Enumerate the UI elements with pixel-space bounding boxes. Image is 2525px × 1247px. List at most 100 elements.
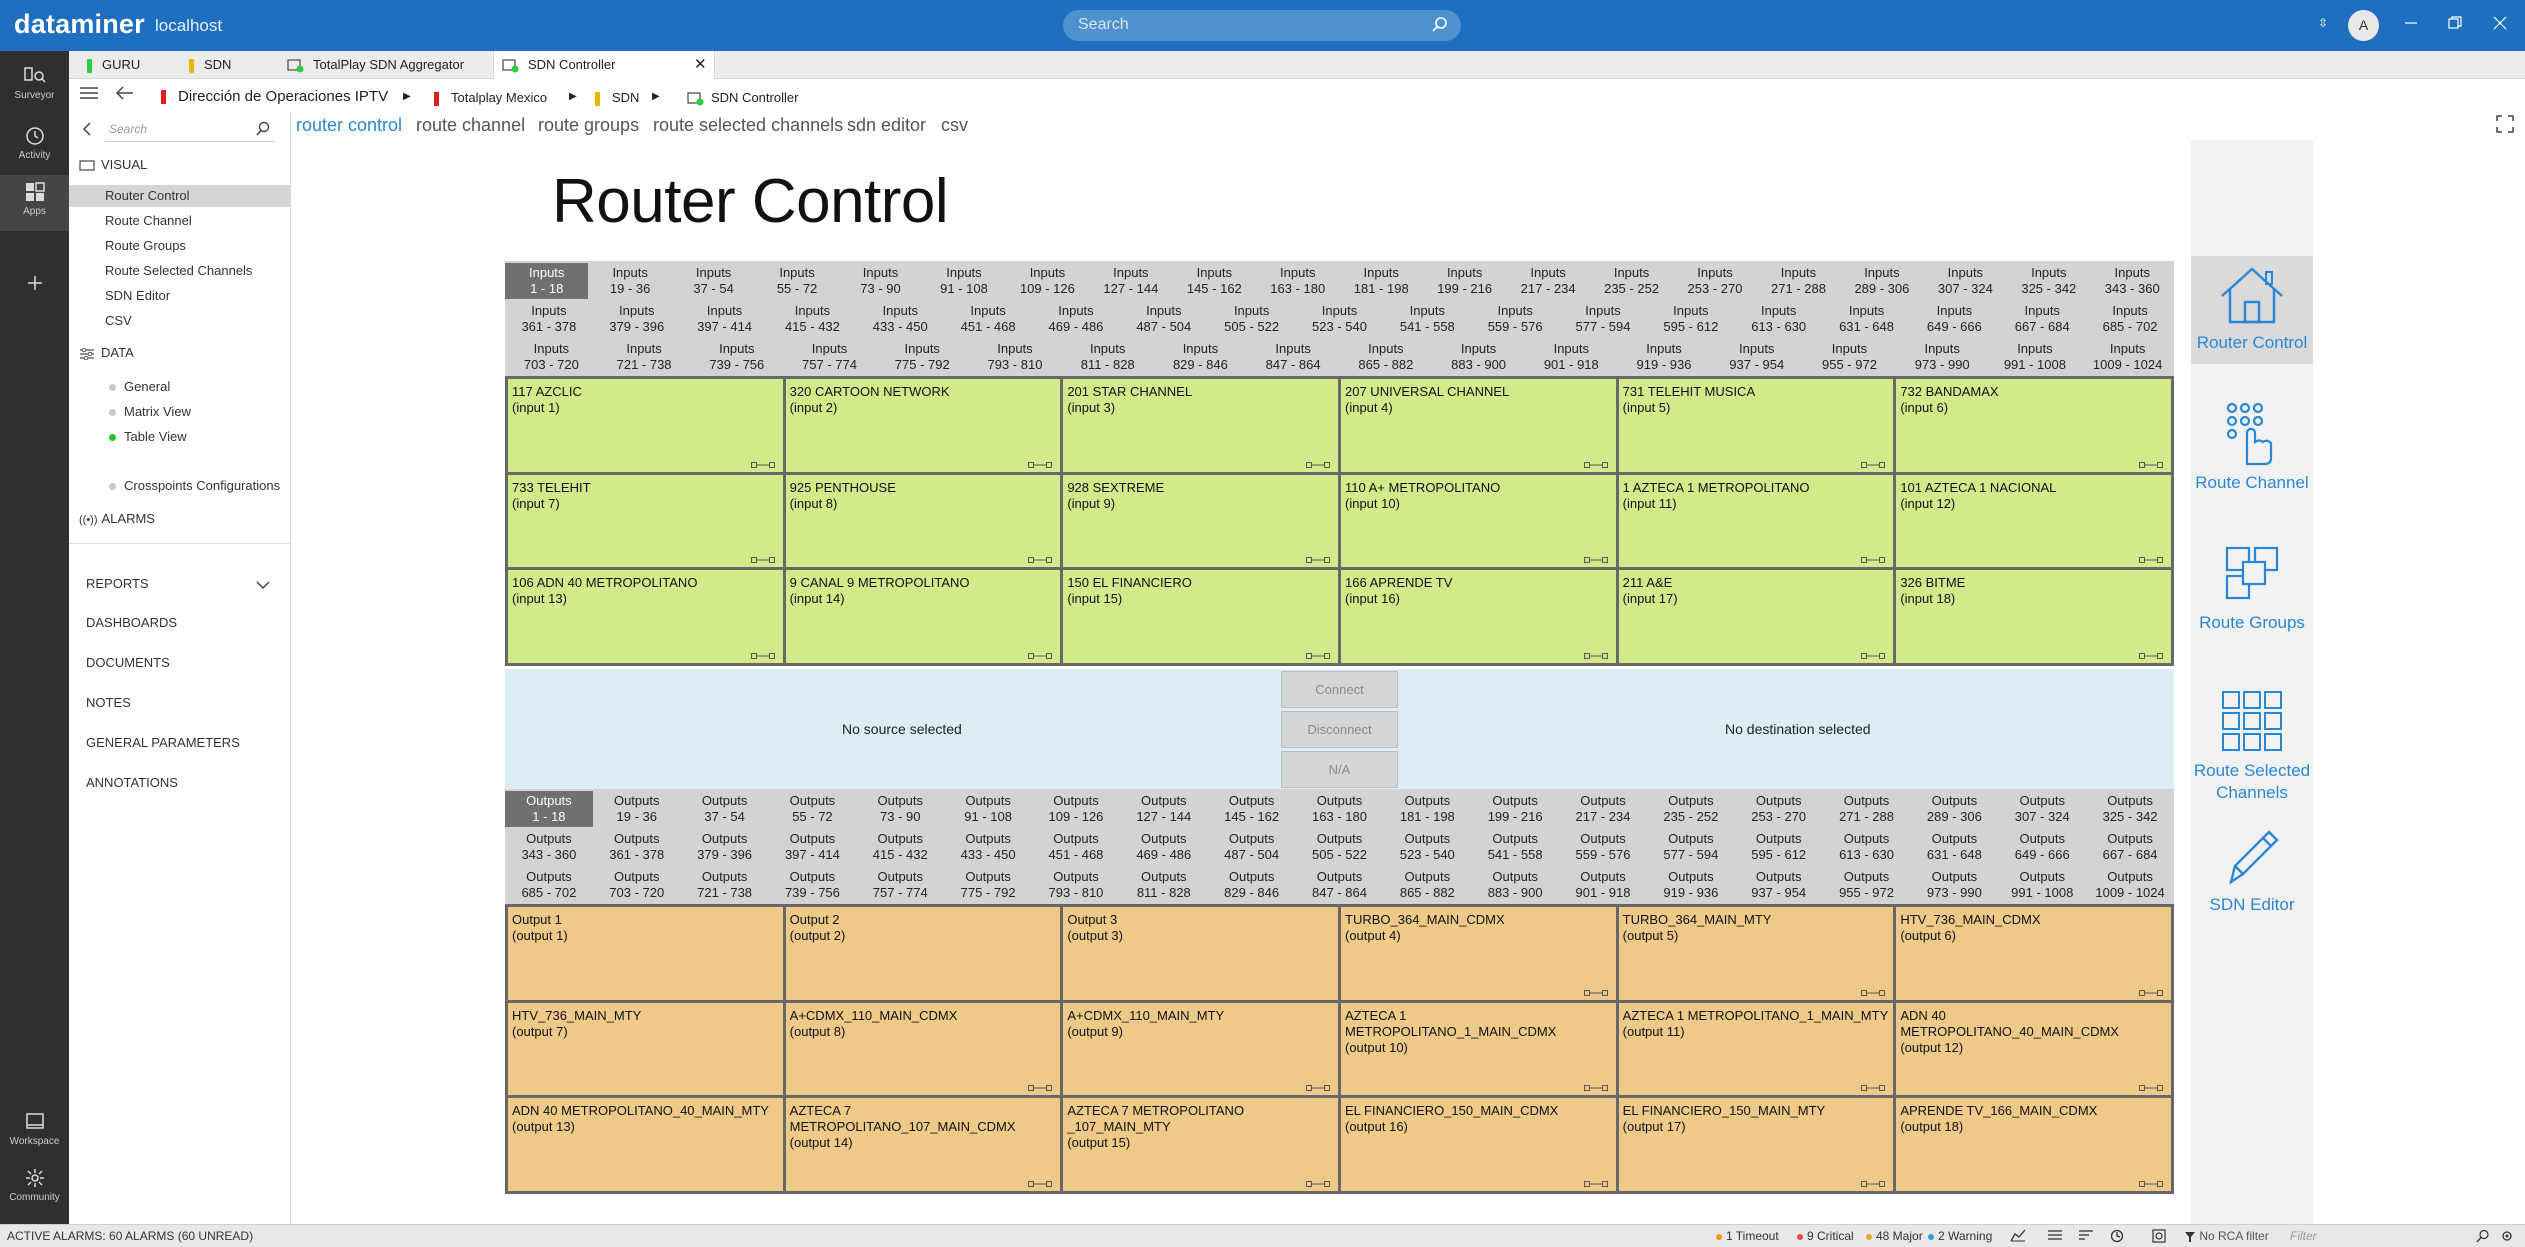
output-range-541-558[interactable]: Outputs 541 - 558 (1471, 829, 1559, 865)
breadcrumb-item[interactable]: Dirección de Operaciones IPTV (161, 88, 388, 105)
sidebar-item-route-groups[interactable]: Route Groups (105, 238, 186, 253)
tab-route-selected-channels[interactable]: route selected channels (653, 115, 844, 135)
tab-sdn-editor[interactable]: sdn editor (847, 115, 927, 135)
output-card[interactable]: ADN 40 METROPOLITANO_40_MAIN_MTY (output … (508, 1098, 783, 1191)
output-range-991-1008[interactable]: Outputs 991 - 1008 (1998, 867, 2086, 903)
clock-icon[interactable] (2110, 1229, 2124, 1246)
sidebar-alarms[interactable]: ((•)) ALARMS (79, 511, 155, 526)
sidebar-item-csv[interactable]: CSV (105, 313, 132, 328)
input-range-361-378[interactable]: Inputs 361 - 378 (505, 301, 593, 337)
output-range-739-756[interactable]: Outputs 739 - 756 (769, 867, 857, 903)
output-range-1009-1024[interactable]: Outputs 1009 - 1024 (2086, 867, 2174, 903)
input-card[interactable]: 106 ADN 40 METROPOLITANO (input 13) (508, 570, 783, 663)
sidebar-documents[interactable]: DOCUMENTS (86, 655, 170, 670)
chevron-down-icon[interactable] (255, 577, 271, 595)
output-card[interactable]: A+CDMX_110_MAIN_MTY (output 9) (1063, 1002, 1338, 1096)
sidebar-general-parameters[interactable]: GENERAL PARAMETERS (86, 735, 240, 750)
input-range-919-936[interactable]: Inputs 919 - 936 (1618, 339, 1711, 375)
connect-button[interactable]: Connect (1281, 671, 1398, 708)
sidebar-reports[interactable]: REPORTS (86, 576, 149, 591)
breadcrumb-item[interactable]: Totalplay Mexico (434, 90, 547, 106)
output-range-361-378[interactable]: Outputs 361 - 378 (593, 829, 681, 865)
tab-csv[interactable]: csv (941, 115, 968, 135)
sidebar-notes[interactable]: NOTES (86, 695, 131, 710)
input-range-559-576[interactable]: Inputs 559 - 576 (1471, 301, 1559, 337)
output-range-91-108[interactable]: Outputs 91 - 108 (944, 791, 1032, 827)
input-range-991-1008[interactable]: Inputs 991 - 1008 (1989, 339, 2082, 375)
input-range-667-684[interactable]: Inputs 667 - 684 (1998, 301, 2086, 337)
input-range-1-18[interactable]: Inputs 1 - 18 (505, 263, 589, 299)
input-card[interactable]: 732 BANDAMAX (input 6) (1896, 379, 2171, 472)
global-search[interactable]: Search (1063, 10, 1461, 41)
output-range-19-36[interactable]: Outputs 19 - 36 (593, 791, 681, 827)
input-range-289-306[interactable]: Inputs 289 - 306 (1840, 263, 1923, 299)
input-range-127-144[interactable]: Inputs 127 - 144 (1089, 263, 1172, 299)
output-card[interactable]: Output 2 (output 2) (785, 907, 1061, 1000)
input-range-145-162[interactable]: Inputs 145 - 162 (1173, 263, 1256, 299)
menu-icon[interactable] (79, 85, 99, 105)
input-range-451-468[interactable]: Inputs 451 - 468 (944, 301, 1032, 337)
output-range-325-342[interactable]: Outputs 325 - 342 (2086, 791, 2174, 827)
input-range-397-414[interactable]: Inputs 397 - 414 (681, 301, 769, 337)
input-card[interactable]: 207 UNIVERSAL CHANNEL (input 4) (1341, 379, 1616, 472)
output-range-109-126[interactable]: Outputs 109 - 126 (1032, 791, 1120, 827)
input-range-469-486[interactable]: Inputs 469 - 486 (1032, 301, 1120, 337)
input-range-775-792[interactable]: Inputs 775 - 792 (876, 339, 969, 375)
quick-route-selected-channels[interactable]: Route Selected Channels (2191, 688, 2313, 818)
rail-surveyor[interactable]: Surveyor (0, 61, 69, 111)
quick-route-groups[interactable]: Route Groups (2191, 544, 2313, 652)
input-range-343-360[interactable]: Inputs 343 - 360 (2091, 263, 2174, 299)
input-range-109-126[interactable]: Inputs 109 - 126 (1006, 263, 1089, 299)
output-range-145-162[interactable]: Outputs 145 - 162 (1208, 791, 1296, 827)
sidebar-data-header[interactable]: DATA (79, 345, 134, 360)
input-range-685-702[interactable]: Inputs 685 - 702 (2086, 301, 2174, 337)
input-range-865-882[interactable]: Inputs 865 - 882 (1340, 339, 1433, 375)
input-range-613-630[interactable]: Inputs 613 - 630 (1735, 301, 1823, 337)
input-card[interactable]: 320 CARTOON NETWORK (input 2) (785, 379, 1061, 472)
output-range-613-630[interactable]: Outputs 613 - 630 (1823, 829, 1911, 865)
quick-route-channel[interactable]: Route Channel (2191, 400, 2313, 508)
sidebar-item-sdn-editor[interactable]: SDN Editor (105, 288, 170, 303)
collapse-left-icon[interactable] (81, 121, 93, 142)
list-icon[interactable] (2047, 1229, 2063, 1245)
output-range-685-702[interactable]: Outputs 685 - 702 (505, 867, 593, 903)
sidebar-dashboards[interactable]: DASHBOARDS (86, 615, 177, 630)
output-range-703-720[interactable]: Outputs 703 - 720 (593, 867, 681, 903)
input-card[interactable]: 166 APRENDE TV (input 16) (1341, 570, 1616, 663)
input-range-829-846[interactable]: Inputs 829 - 846 (1154, 339, 1247, 375)
input-range-523-540[interactable]: Inputs 523 - 540 (1296, 301, 1384, 337)
tab-sdn[interactable]: SDN (181, 51, 281, 79)
input-range-271-288[interactable]: Inputs 271 - 288 (1757, 263, 1840, 299)
output-card[interactable]: TURBO_364_MAIN_CDMX (output 4) (1341, 907, 1616, 1000)
rail-add[interactable] (0, 273, 69, 303)
output-range-235-252[interactable]: Outputs 235 - 252 (1647, 791, 1735, 827)
sidebar-item-router-control[interactable]: Router Control (69, 185, 290, 207)
rail-activity[interactable]: Activity (0, 121, 69, 171)
output-range-343-360[interactable]: Outputs 343 - 360 (505, 829, 593, 865)
input-range-973-990[interactable]: Inputs 973 - 990 (1896, 339, 1989, 375)
input-range-433-450[interactable]: Inputs 433 - 450 (856, 301, 944, 337)
output-range-415-432[interactable]: Outputs 415 - 432 (856, 829, 944, 865)
trend-icon[interactable] (2010, 1229, 2026, 1245)
sidebar-item-route-selected-channels[interactable]: Route Selected Channels (105, 263, 252, 278)
output-range-973-990[interactable]: Outputs 973 - 990 (1910, 867, 1998, 903)
sidebar-annotations[interactable]: ANNOTATIONS (86, 775, 178, 790)
output-card[interactable]: ADN 40 METROPOLITANO_40_MAIN_CDMX (output… (1896, 1002, 2171, 1096)
sidebar-item-route-channel[interactable]: Route Channel (105, 213, 192, 228)
input-range-883-900[interactable]: Inputs 883 - 900 (1432, 339, 1525, 375)
output-range-883-900[interactable]: Outputs 883 - 900 (1471, 867, 1559, 903)
output-range-901-918[interactable]: Outputs 901 - 918 (1559, 867, 1647, 903)
output-range-595-612[interactable]: Outputs 595 - 612 (1735, 829, 1823, 865)
tab-close-icon[interactable]: ✕ (694, 56, 707, 73)
input-range-631-648[interactable]: Inputs 631 - 648 (1823, 301, 1911, 337)
input-range-73-90[interactable]: Inputs 73 - 90 (839, 263, 922, 299)
input-card[interactable]: 925 PENTHOUSE (input 8) (785, 474, 1061, 568)
output-range-37-54[interactable]: Outputs 37 - 54 (681, 791, 769, 827)
output-range-955-972[interactable]: Outputs 955 - 972 (1823, 867, 1911, 903)
output-range-811-828[interactable]: Outputs 811 - 828 (1120, 867, 1208, 903)
disconnect-button[interactable]: Disconnect (1281, 711, 1398, 748)
output-card[interactable]: AZTECA 7 METROPOLITANO_107_MAIN_CDMX (out… (785, 1098, 1061, 1191)
back-arrow-icon[interactable] (115, 85, 135, 105)
input-card[interactable]: 211 A&E (input 17) (1618, 570, 1894, 663)
output-card[interactable]: HTV_736_MAIN_MTY (output 7) (508, 1002, 783, 1096)
